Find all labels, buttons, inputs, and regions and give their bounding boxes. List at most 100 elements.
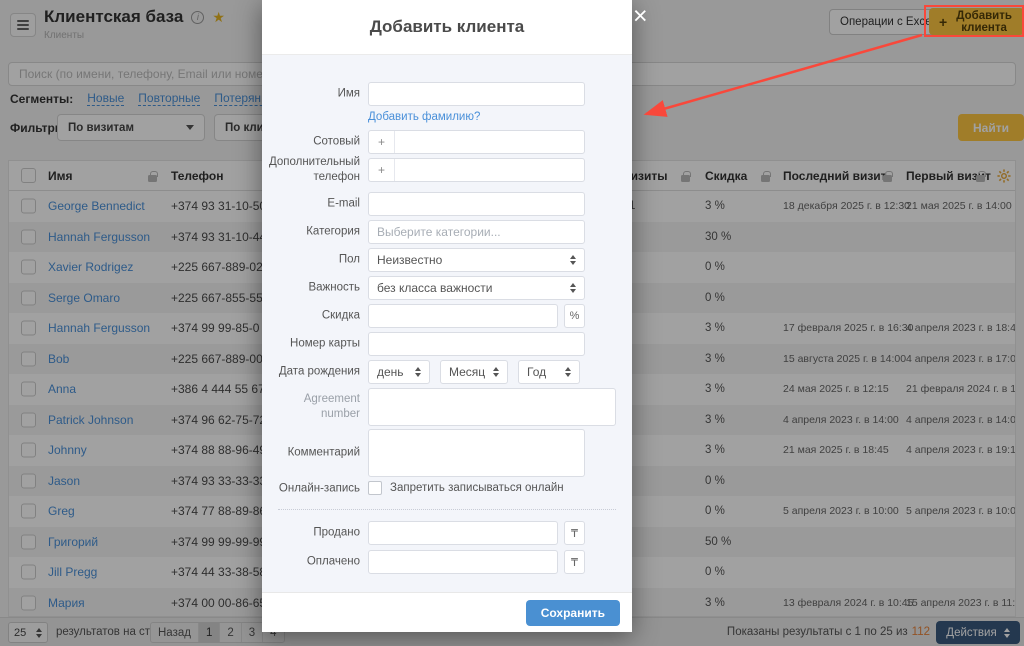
discount-input[interactable] xyxy=(368,304,558,328)
page-3-button[interactable]: 3 xyxy=(242,623,264,642)
client-discount: 3 % xyxy=(705,322,725,335)
results-text: Показаны результаты с 1 по 25 из xyxy=(726,626,908,638)
save-button[interactable]: Сохранить xyxy=(525,600,620,626)
field-category: Категория Выберите категории... xyxy=(262,220,632,244)
column-name[interactable]: Имя xyxy=(48,168,73,183)
page-header: Клиентская база Клиенты xyxy=(44,7,225,41)
discount-label: Скидка xyxy=(321,309,360,322)
client-name-link[interactable]: Johnny xyxy=(48,443,87,458)
column-last-visit[interactable]: Последний визит xyxy=(783,168,887,183)
segment-new[interactable]: Новые xyxy=(87,91,125,106)
mobile-input[interactable]: + xyxy=(368,130,585,154)
client-phone: +374 77 88-89-86 xyxy=(171,504,267,519)
client-first-visit: 4 апреля 2023 г. в 19:15 xyxy=(906,444,1016,457)
row-checkbox[interactable] xyxy=(21,534,36,550)
currency-icon: ₸ xyxy=(564,550,585,574)
add-client-button[interactable]: Добавить клиента xyxy=(929,8,1024,35)
client-name-link[interactable]: Григорий xyxy=(48,534,99,549)
info-icon[interactable] xyxy=(191,10,205,24)
row-checkbox[interactable] xyxy=(21,564,36,580)
client-name-link[interactable]: Hannah Fergusson xyxy=(48,229,151,244)
client-name-link[interactable]: George Bennedict xyxy=(48,199,145,214)
page-2-button[interactable]: 2 xyxy=(220,623,242,642)
birth-day-select[interactable]: день xyxy=(368,360,430,384)
row-checkbox[interactable] xyxy=(21,290,36,306)
agreement-textarea[interactable] xyxy=(368,388,616,426)
client-name-link[interactable]: Jill Pregg xyxy=(48,565,98,580)
row-checkbox[interactable] xyxy=(21,229,36,245)
birth-month-select[interactable]: Месяц xyxy=(440,360,508,384)
client-name-link[interactable]: Serge Omaro xyxy=(48,290,121,305)
category-input[interactable]: Выберите категории... xyxy=(368,220,585,244)
sold-input[interactable] xyxy=(368,521,558,545)
column-visits[interactable]: Визиты xyxy=(622,168,668,183)
actions-button[interactable]: Действия xyxy=(936,621,1020,644)
add-surname-link[interactable]: Добавить фамилию? xyxy=(368,111,481,123)
birth-year-select[interactable]: Год xyxy=(518,360,580,384)
client-name-link[interactable]: Bob xyxy=(48,351,70,366)
client-discount: 0 % xyxy=(705,261,725,274)
client-phone: +374 93 31-10-50 xyxy=(171,199,267,214)
card-number-input[interactable] xyxy=(368,332,585,356)
client-name-link[interactable]: Jason xyxy=(48,473,81,488)
additional-phone-input[interactable]: + xyxy=(368,158,585,182)
lock-icon xyxy=(148,171,158,182)
page-back-button[interactable]: Назад xyxy=(151,623,199,642)
pager: Назад 1 2 3 4 xyxy=(150,622,285,643)
client-name-link[interactable]: Мария xyxy=(48,595,85,610)
field-name: Имя xyxy=(262,82,632,106)
gear-icon[interactable] xyxy=(997,169,1011,183)
row-checkbox[interactable] xyxy=(21,381,36,397)
row-checkbox[interactable] xyxy=(21,473,36,489)
client-name-link[interactable]: Patrick Johnson xyxy=(48,412,134,427)
close-icon[interactable]: × xyxy=(633,2,648,30)
lock-icon xyxy=(681,171,691,182)
client-first-visit: 21 мая 2025 г. в 14:00 xyxy=(906,200,1012,213)
page-4-button[interactable]: 4 xyxy=(270,626,277,639)
row-checkbox[interactable] xyxy=(21,412,36,428)
client-name-link[interactable]: Greg xyxy=(48,504,75,519)
stepper-icon xyxy=(570,283,576,293)
page-title: Клиентская база xyxy=(44,7,184,26)
column-first-visit[interactable]: Первый визит xyxy=(906,168,991,183)
field-additional-phone: Дополнительный телефон + xyxy=(262,156,632,183)
client-discount: 3 % xyxy=(705,413,725,426)
row-checkbox[interactable] xyxy=(21,595,36,611)
row-checkbox[interactable] xyxy=(21,320,36,336)
per-page-select[interactable]: 25 xyxy=(8,622,48,643)
email-input[interactable] xyxy=(368,192,585,216)
name-input[interactable] xyxy=(368,82,585,106)
comment-textarea[interactable] xyxy=(368,429,585,477)
importance-select[interactable]: без класса важности xyxy=(368,276,585,300)
client-name-link[interactable]: Xavier Rodrigez xyxy=(48,260,134,275)
paid-input[interactable] xyxy=(368,550,558,574)
row-checkbox[interactable] xyxy=(21,259,36,275)
gender-select[interactable]: Неизвестно xyxy=(368,248,585,272)
row-checkbox[interactable] xyxy=(21,442,36,458)
page-1-button[interactable]: 1 xyxy=(198,623,221,642)
row-checkbox[interactable] xyxy=(21,503,36,519)
menu-icon[interactable] xyxy=(10,13,36,37)
gender-label: Пол xyxy=(338,253,360,266)
find-button[interactable]: Найти xyxy=(958,114,1024,141)
client-name-link[interactable]: Hannah Fergusson xyxy=(48,321,151,336)
client-phone: +225 667-855-555 xyxy=(171,290,270,305)
field-email: E-mail xyxy=(262,192,632,216)
select-all-checkbox[interactable] xyxy=(21,168,36,183)
segment-repeat[interactable]: Повторные xyxy=(138,91,201,106)
client-last-visit: 13 февраля 2024 г. в 10:45 xyxy=(783,596,914,609)
column-phone[interactable]: Телефон xyxy=(171,168,224,183)
client-first-visit: 4 апреля 2023 г. в 14:00 xyxy=(906,413,1016,426)
stepper-icon xyxy=(493,367,499,377)
birth-year-value: Год xyxy=(527,365,547,379)
divider xyxy=(278,509,616,510)
row-checkbox[interactable] xyxy=(21,351,36,367)
column-discount[interactable]: Скидка xyxy=(705,168,748,183)
forbid-online-checkbox[interactable] xyxy=(368,481,382,495)
row-checkbox[interactable] xyxy=(21,198,36,214)
client-name-link[interactable]: Anna xyxy=(48,382,77,397)
filter-by-visits-dropdown[interactable]: По визитам xyxy=(57,114,205,141)
segments-label: Сегменты: xyxy=(10,91,74,106)
client-first-visit: 15 апреля 2023 г. в 11:45 xyxy=(906,596,1016,609)
actions-label: Действия xyxy=(946,626,997,639)
